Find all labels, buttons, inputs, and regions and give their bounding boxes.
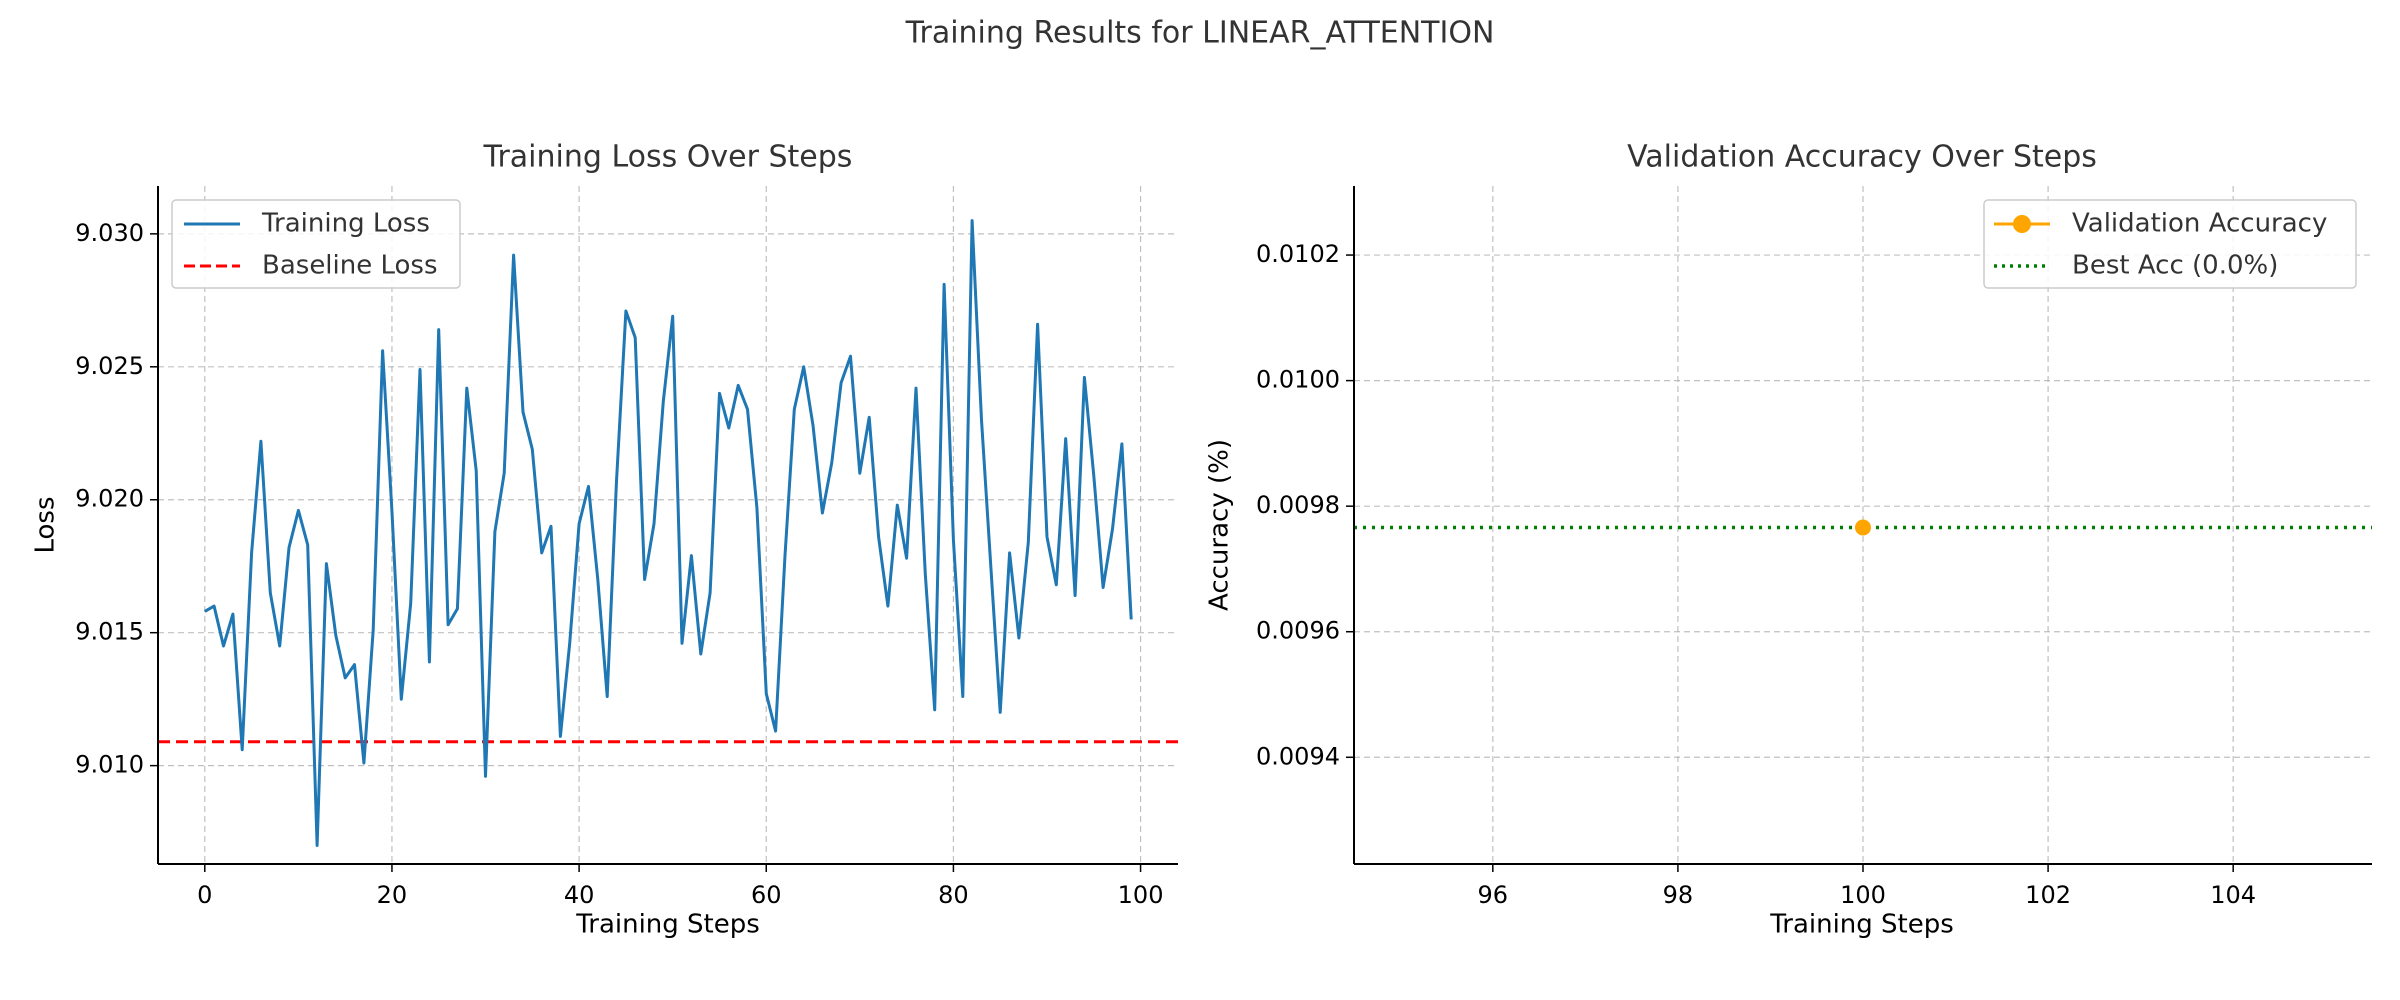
validation-accuracy-marks: [1354, 519, 2372, 536]
legend-marker-validation-accuracy: [2013, 215, 2031, 233]
training-loss-xlabel: Training Steps: [575, 910, 760, 940]
y-tick-label: 9.015: [75, 618, 144, 646]
validation-accuracy-axes: [1353, 186, 2372, 865]
y-tick-label: 0.0100: [1256, 366, 1340, 394]
validation-accuracy-ticks: 96 98 100 102 104 0.0094 0.0096 0.0098 0.0100 0.0…: [1256, 240, 2256, 909]
validation-accuracy-legend-box: [1983, 199, 2357, 289]
x-tick-label: 102: [2025, 881, 2071, 909]
x-tick-label: 100: [1840, 881, 1886, 909]
training-loss-chart: Training Loss Over Steps Training Steps …: [31, 140, 1178, 940]
training-loss-title: Training Loss Over Steps: [483, 140, 853, 175]
legend-label-training-loss: Training Loss: [261, 209, 430, 239]
y-tick-label: 9.020: [75, 485, 144, 513]
validation-accuracy-chart: Validation Accuracy Over Steps Training …: [1205, 140, 2372, 940]
x-tick-label: 40: [564, 881, 595, 909]
validation-accuracy-xlabel: Training Steps: [1769, 910, 1954, 940]
legend-label-validation-accuracy: Validation Accuracy: [2072, 209, 2327, 239]
validation-accuracy-legend: Validation Accuracy Best Acc (0.0%): [1983, 199, 2357, 289]
training-loss-ylabel: Loss: [31, 496, 61, 553]
y-tick-label: 0.0098: [1256, 491, 1340, 519]
validation-accuracy-title: Validation Accuracy Over Steps: [1627, 140, 2097, 175]
y-tick-label: 0.0102: [1256, 240, 1340, 268]
x-tick-label: 60: [751, 881, 782, 909]
y-tick-label: 0.0094: [1256, 742, 1340, 770]
x-tick-label: 100: [1118, 881, 1164, 909]
validation-accuracy-ylabel: Accuracy (%): [1205, 439, 1235, 611]
y-tick-label: 9.010: [75, 751, 144, 779]
x-tick-label: 98: [1663, 881, 1694, 909]
training-loss-axes: [157, 186, 1178, 865]
legend-label-baseline-loss: Baseline Loss: [262, 251, 438, 281]
y-tick-label: 0.0096: [1256, 617, 1340, 645]
x-tick-label: 104: [2210, 881, 2256, 909]
x-tick-label: 20: [377, 881, 408, 909]
training-loss-legend-box: [171, 199, 461, 289]
x-tick-label: 0: [197, 881, 212, 909]
legend-label-best-acc: Best Acc (0.0%): [2072, 251, 2278, 281]
validation-accuracy-point: [1855, 519, 1871, 536]
training-loss-ticks: 0 20 40 60 80 100 9.010 9.015 9.020 9.025 9.030: [75, 219, 1163, 909]
training-loss-line: [204, 219, 1133, 847]
training-loss-marks: [158, 219, 1178, 847]
validation-accuracy-gridlines: [1354, 186, 2372, 864]
y-tick-label: 9.025: [75, 352, 144, 380]
x-tick-label: 80: [938, 881, 969, 909]
y-tick-label: 9.030: [75, 219, 144, 247]
figure-suptitle: Training Results for LINEAR_ATTENTION: [905, 16, 1495, 51]
training-loss-legend: Training Loss Baseline Loss: [171, 199, 461, 289]
x-tick-label: 96: [1478, 881, 1509, 909]
